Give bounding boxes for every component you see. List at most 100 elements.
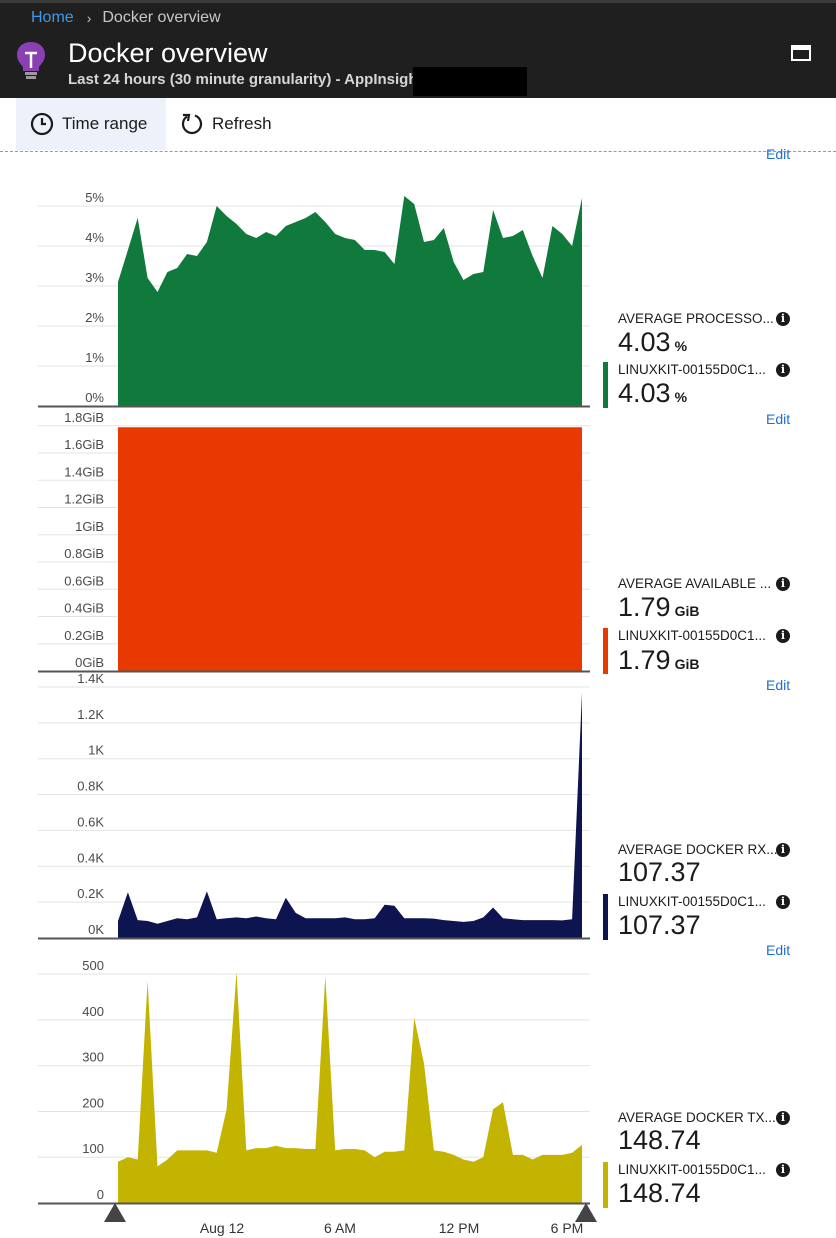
breadcrumb: Home › Docker overview: [31, 8, 221, 28]
info-icon[interactable]: i: [776, 1163, 790, 1177]
series-value: 148.74: [618, 1178, 705, 1209]
tx-area-series: [118, 971, 582, 1203]
edit-link-memory[interactable]: Edit: [766, 411, 791, 427]
memory-y-tick-label: 1.8GiB: [64, 410, 104, 425]
clock-icon: [30, 112, 54, 136]
tx-y-tick-label: 200: [82, 1095, 104, 1110]
refresh-label: Refresh: [212, 114, 272, 133]
series-value: 1.79 GiB: [618, 645, 699, 676]
cpu-y-tick-label: 0%: [85, 390, 104, 405]
memory-y-tick-label: 0GiB: [75, 655, 104, 670]
metric-value: 4.03%: [618, 327, 687, 358]
info-icon[interactable]: i: [776, 629, 790, 643]
metric-value: 107.37: [618, 857, 705, 888]
cpu-y-tick-label: 4%: [85, 230, 104, 245]
info-icon[interactable]: i: [776, 577, 790, 591]
header-top-border: [0, 0, 836, 3]
metric-name: AVERAGE PROCESSO...: [618, 311, 774, 326]
x-axis-label: 12 PM: [439, 1220, 479, 1236]
cpu-area-series: [118, 196, 582, 406]
rx-y-tick-label: 1K: [88, 743, 104, 758]
rx-y-tick-label: 0.2K: [77, 886, 104, 901]
memory-y-tick-label: 1.6GiB: [64, 437, 104, 452]
rx-y-tick-label: 0.8K: [77, 779, 104, 794]
info-icon[interactable]: i: [776, 1111, 790, 1125]
series-number: 1.79: [618, 645, 671, 675]
range-end-handle-icon[interactable]: [575, 1203, 597, 1222]
memory-y-tick-label: 1GiB: [75, 519, 104, 534]
rx-y-tick-label: 1.2K: [77, 707, 104, 722]
metric-number: 148.74: [618, 1125, 701, 1155]
edit-link-rx[interactable]: Edit: [766, 677, 791, 693]
breadcrumb-current: Docker overview: [102, 9, 221, 26]
rx-y-tick-label: 0.6K: [77, 814, 104, 829]
series-name: LINUXKIT-00155D0C1...: [618, 628, 766, 643]
refresh-button[interactable]: Refresh: [180, 98, 300, 150]
series-color-swatch: [603, 628, 608, 674]
rx-area-series: [118, 692, 582, 938]
tx-y-tick-label: 300: [82, 1050, 104, 1065]
x-axis-label: Aug 12: [200, 1220, 245, 1236]
memory-y-tick-label: 0.6GiB: [64, 573, 104, 588]
page-subtitle: Last 24 hours (30 minute granularity) - …: [68, 71, 431, 88]
metric-value: 1.79 GiB: [618, 592, 699, 623]
cpu-y-tick-label: 2%: [85, 310, 104, 325]
info-icon[interactable]: i: [776, 843, 790, 857]
rx-y-tick-label: 0K: [88, 922, 104, 937]
info-icon[interactable]: i: [776, 363, 790, 377]
breadcrumb-home-link[interactable]: Home: [31, 9, 74, 26]
tx-y-tick-label: 100: [82, 1141, 104, 1156]
x-axis-label: 6 AM: [324, 1220, 356, 1236]
tx-y-tick-label: 0: [97, 1187, 104, 1202]
edit-link-cpu[interactable]: Edit: [766, 146, 791, 162]
series-color-swatch: [603, 362, 608, 408]
refresh-icon: [181, 113, 203, 135]
metric-unit: %: [674, 338, 688, 354]
rx-y-tick-label: 1.4K: [77, 671, 104, 686]
time-range-button[interactable]: Time range: [16, 98, 166, 150]
metric-name: AVERAGE DOCKER TX...: [618, 1110, 776, 1125]
redacted-resource-name: [413, 67, 527, 96]
memory-y-tick-label: 0.2GiB: [64, 628, 104, 643]
series-value: 107.37: [618, 910, 705, 941]
memory-y-tick-label: 0.4GiB: [64, 601, 104, 616]
series-name: LINUXKIT-00155D0C1...: [618, 894, 766, 909]
cpu-y-tick-label: 5%: [85, 190, 104, 205]
page-title: Docker overview: [68, 38, 268, 68]
maximize-icon[interactable]: [790, 43, 812, 63]
series-value: 4.03%: [618, 378, 687, 409]
tx-y-tick-label: 500: [82, 958, 104, 973]
lightbulb-icon: [17, 42, 45, 79]
series-number: 148.74: [618, 1178, 701, 1208]
rx-y-tick-label: 0.4K: [77, 850, 104, 865]
series-color-swatch: [603, 894, 608, 940]
cpu-y-tick-label: 1%: [85, 350, 104, 365]
metric-number: 4.03: [618, 327, 671, 357]
series-unit: GiB: [674, 656, 700, 672]
metric-unit: GiB: [674, 603, 700, 619]
series-name: LINUXKIT-00155D0C1...: [618, 1162, 766, 1177]
series-number: 4.03: [618, 378, 671, 408]
time-range-label: Time range: [62, 114, 148, 133]
series-number: 107.37: [618, 910, 701, 940]
info-icon[interactable]: i: [776, 895, 790, 909]
metric-number: 107.37: [618, 857, 701, 887]
memory-y-tick-label: 1.4GiB: [64, 464, 104, 479]
edit-link-tx[interactable]: Edit: [766, 942, 791, 958]
series-name: LINUXKIT-00155D0C1...: [618, 362, 766, 377]
memory-y-tick-label: 0.8GiB: [64, 546, 104, 561]
memory-y-tick-label: 1.2GiB: [64, 492, 104, 507]
charts-canvas: 0% 1% 2% 3% 4% 5% 0GiB 0.2GiB 0.4GiB 0.6GiB 0.8GiB…: [38, 190, 597, 1236]
tx-y-tick-label: 400: [82, 1004, 104, 1019]
command-bar: Time range Refresh: [0, 98, 836, 152]
metric-name: AVERAGE AVAILABLE ...: [618, 576, 772, 591]
info-icon[interactable]: i: [776, 312, 790, 326]
range-start-handle-icon[interactable]: [104, 1203, 126, 1222]
x-axis-label: 6 PM: [551, 1220, 584, 1236]
memory-area-series: [118, 427, 582, 671]
blade-header: Home › Docker overview Docker overview L…: [0, 0, 836, 98]
series-color-swatch: [603, 1162, 608, 1208]
series-unit: %: [674, 389, 688, 405]
metric-number: 1.79: [618, 592, 671, 622]
metric-value: 148.74: [618, 1125, 705, 1156]
